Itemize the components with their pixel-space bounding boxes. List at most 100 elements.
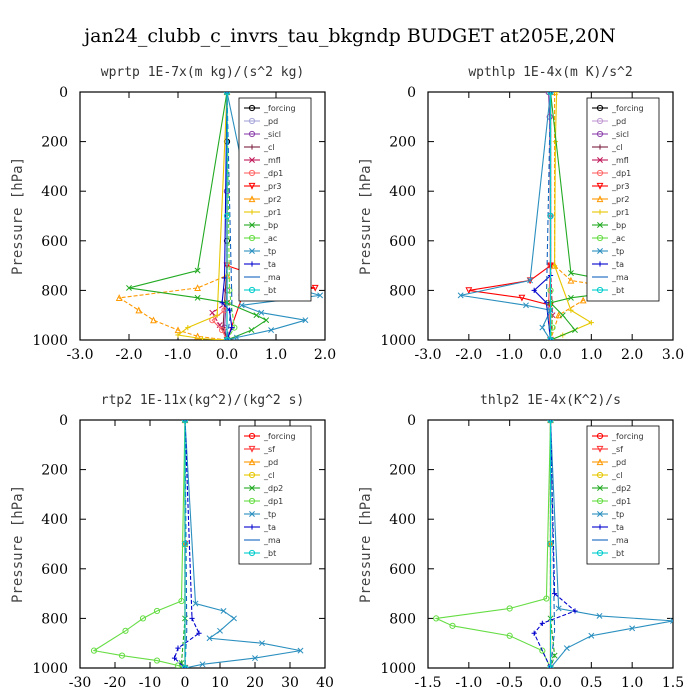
series-line-ta [533,420,577,668]
legend-entry: _cl [611,143,623,152]
legend: _forcing _pd _sicl _cl _mfl _dp1 _pr3 _pr2 _pr1 _… [586,97,660,302]
y-tick-label: 600 [41,562,68,578]
y-tick-label: 600 [389,234,416,250]
legend-marker [248,234,256,242]
series-line-dp1 [92,420,186,668]
legend-entry: _forcing [263,432,296,441]
data-point [223,212,231,220]
x-tick-label: 10 [211,675,229,691]
series-line-ta [221,92,233,340]
legend-marker [249,261,255,267]
legend-marker [248,117,256,125]
data-point [268,327,275,334]
legend-entry: _dp1 [611,497,631,506]
legend-marker [597,157,603,163]
legend-entry: _ta [263,260,276,269]
data-point [547,540,554,548]
data-point [568,307,574,313]
data-point [181,540,189,548]
x-tick-label: -3.0 [415,347,442,363]
data-point [567,294,574,301]
y-axis-label: Pressure [hPa] [358,157,374,275]
legend-marker [248,130,256,138]
panel-title: thlp2 1E-4x(K^2)/s [480,393,621,408]
legend-marker [248,497,256,505]
legend-entry: _pd [263,458,278,467]
x-tick-label: -0.5 [496,675,523,691]
legend-entry: _cl [263,471,275,480]
y-tick-label: 800 [389,283,416,299]
legend-entry: _bt [611,549,624,558]
data-point [153,657,161,664]
data-point [551,591,558,597]
x-tick-label: 20 [246,675,264,691]
legend-marker [248,286,256,294]
data-point [559,312,566,319]
data-point [253,312,260,319]
data-point [122,627,129,634]
legend-entry: _ac [263,234,277,243]
x-tick-label: -2.0 [116,347,143,363]
legend-marker [248,549,256,557]
data-point [572,327,578,334]
y-tick-label: 200 [41,135,68,151]
data-point [554,92,560,95]
series-line-pr2 [549,92,633,340]
panel-title: wprtp 1E-7x(m kg)/(s^2 kg) [101,65,305,80]
legend-entry: _tp [611,247,624,256]
legend-entry: _ma [263,536,281,545]
y-tick-label: 800 [41,283,68,299]
x-tick-label: 40 [316,675,334,691]
data-point [229,325,235,331]
legend-marker [597,524,603,530]
data-point [118,652,126,659]
legend-marker [597,261,603,267]
legend-entry: _dp1 [263,169,283,178]
legend-marker [249,144,255,150]
x-tick-label: -20 [104,675,127,691]
data-point [139,615,147,622]
data-point [115,294,123,301]
legend-entry: _pr3 [611,182,629,191]
x-tick-label: -1.5 [415,675,442,691]
x-tick-label: 1.0 [621,675,643,691]
data-point [551,263,558,269]
data-point [433,615,440,622]
data-point [547,420,554,424]
legend-marker [248,458,256,466]
legend-marker [596,458,604,466]
legend-marker [249,511,255,517]
legend-entry: _forcing [263,104,296,113]
x-tick-label: 2.0 [314,347,336,363]
legend-marker [248,169,256,177]
legend: _forcing _pd _sicl _cl _mfl _dp1 _pr3 _pr2 _pr1 _… [238,97,312,302]
series-line-ma [184,420,188,668]
legend-entry: _tp [611,510,624,519]
data-point [263,317,270,324]
data-point [223,336,231,340]
data-point [252,655,258,662]
y-tick-label: 0 [407,413,416,429]
y-tick-label: 400 [389,184,416,200]
data-point [543,595,550,602]
legend-marker [596,117,604,125]
y-tick-label: 1000 [32,333,68,349]
data-point [506,605,513,612]
series-line-ma [226,92,233,340]
data-point [449,622,456,629]
data-point [670,617,673,624]
data-point [248,327,255,334]
legend-marker [248,471,256,479]
series-line-ma [545,92,552,340]
data-point [547,664,554,668]
series-line-pr2 [117,92,228,340]
data-point [178,597,185,605]
legend-marker [248,432,256,440]
y-tick-label: 800 [389,611,416,627]
plot-frame [79,419,326,669]
x-tick-label: 1.5 [662,675,684,691]
legend-marker [596,445,604,453]
figure-title: jan24_clubb_c_invrs_tau_bkgndp BUDGET at… [82,25,615,47]
legend-entry: _bt [611,286,624,295]
